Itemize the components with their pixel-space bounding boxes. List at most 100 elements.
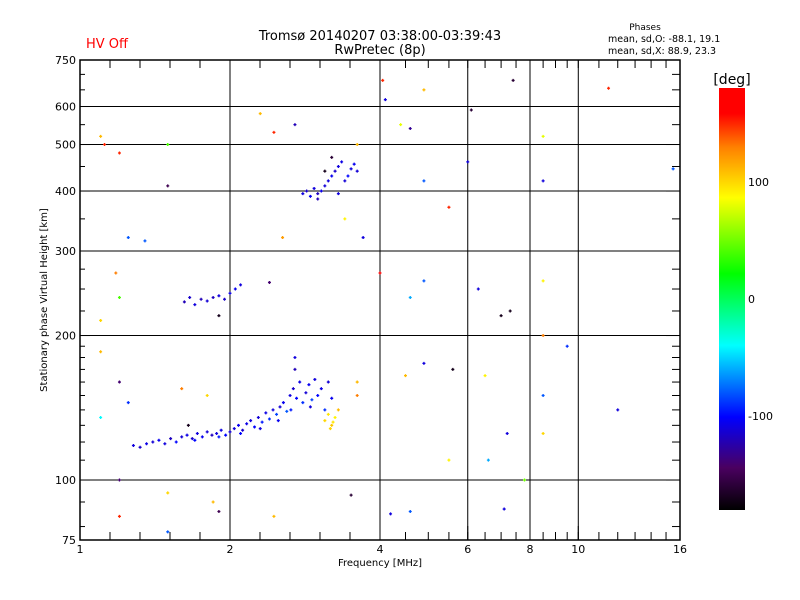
data-point bbox=[469, 108, 473, 112]
data-point bbox=[316, 192, 320, 196]
data-point bbox=[330, 155, 334, 159]
data-point bbox=[316, 197, 320, 201]
data-point bbox=[239, 432, 243, 436]
data-point bbox=[422, 279, 426, 283]
data-point bbox=[447, 458, 451, 462]
data-point bbox=[224, 433, 228, 437]
data-point bbox=[205, 430, 209, 434]
data-point bbox=[671, 167, 675, 171]
data-point bbox=[145, 442, 149, 446]
data-point bbox=[486, 458, 490, 462]
data-point bbox=[157, 438, 161, 442]
data-point bbox=[143, 239, 147, 243]
x-tick-label: 2 bbox=[227, 543, 234, 556]
data-point bbox=[163, 442, 167, 446]
data-point bbox=[188, 296, 192, 300]
data-point bbox=[211, 296, 215, 300]
data-point bbox=[323, 184, 327, 188]
data-point bbox=[281, 236, 285, 240]
data-point bbox=[195, 432, 199, 436]
data-point bbox=[330, 423, 334, 427]
y-tick-label: 400 bbox=[55, 185, 76, 198]
data-point bbox=[323, 419, 327, 423]
data-point bbox=[99, 318, 103, 322]
data-point bbox=[267, 280, 271, 284]
data-point bbox=[308, 194, 312, 198]
data-point bbox=[217, 314, 221, 318]
data-point bbox=[301, 192, 305, 196]
data-point bbox=[200, 435, 204, 439]
data-point bbox=[293, 367, 297, 371]
data-point bbox=[349, 167, 353, 171]
x-tick-label: 8 bbox=[527, 543, 534, 556]
data-point bbox=[245, 422, 249, 426]
y-tick-label: 75 bbox=[62, 534, 76, 547]
colorbar-label: [deg] bbox=[713, 72, 750, 88]
data-point bbox=[616, 408, 620, 412]
data-point bbox=[328, 427, 332, 431]
data-point bbox=[210, 433, 214, 437]
data-point bbox=[166, 184, 170, 188]
data-point bbox=[180, 435, 184, 439]
data-point bbox=[117, 478, 121, 482]
data-point bbox=[205, 394, 209, 398]
data-point bbox=[253, 425, 257, 429]
data-point bbox=[355, 394, 359, 398]
data-point bbox=[117, 514, 121, 518]
data-point bbox=[408, 126, 412, 130]
data-point bbox=[117, 380, 121, 384]
data-point bbox=[99, 415, 103, 419]
x-tick-label: 1 bbox=[77, 543, 84, 556]
data-point bbox=[233, 287, 237, 291]
colorbar bbox=[719, 88, 745, 510]
data-point bbox=[264, 411, 268, 415]
data-point bbox=[502, 507, 506, 511]
data-point bbox=[476, 287, 480, 291]
data-point bbox=[275, 412, 279, 416]
data-point bbox=[312, 186, 316, 190]
data-point bbox=[166, 530, 170, 534]
data-point bbox=[285, 409, 289, 413]
y-tick-label: 500 bbox=[55, 139, 76, 152]
data-point bbox=[117, 296, 121, 300]
data-point bbox=[343, 179, 347, 183]
data-point bbox=[199, 297, 203, 301]
data-point bbox=[193, 303, 197, 307]
data-point bbox=[126, 236, 130, 240]
data-point bbox=[249, 419, 253, 423]
data-point bbox=[541, 279, 545, 283]
data-point bbox=[185, 433, 189, 437]
data-point bbox=[541, 334, 545, 338]
data-point bbox=[483, 374, 487, 378]
data-point bbox=[326, 179, 330, 183]
data-point bbox=[330, 174, 334, 178]
colorbar-tick-label: 0 bbox=[748, 293, 755, 306]
data-point bbox=[308, 405, 312, 409]
data-point bbox=[278, 405, 282, 409]
data-point bbox=[331, 420, 335, 424]
data-point bbox=[323, 169, 327, 173]
data-point bbox=[166, 143, 170, 147]
data-point bbox=[523, 478, 527, 482]
stats-o-line: mean, sd,O: -88.1, 19.1 bbox=[608, 34, 720, 45]
data-point bbox=[336, 164, 340, 168]
data-point bbox=[326, 380, 330, 384]
data-point bbox=[99, 350, 103, 354]
hv-status: HV Off bbox=[86, 37, 128, 52]
data-point bbox=[228, 291, 232, 295]
colorbar-tick-label: 100 bbox=[748, 176, 769, 189]
data-point bbox=[505, 432, 509, 436]
data-point bbox=[260, 420, 264, 424]
data-point bbox=[232, 427, 236, 431]
x-tick-label: 6 bbox=[464, 543, 471, 556]
x-axis-label: Frequency [MHz] bbox=[338, 558, 422, 569]
data-point bbox=[239, 283, 243, 287]
data-point bbox=[352, 162, 356, 166]
data-point bbox=[298, 380, 302, 384]
data-point bbox=[541, 179, 545, 183]
data-point bbox=[330, 396, 334, 400]
data-point bbox=[389, 512, 393, 516]
data-point bbox=[422, 361, 426, 365]
data-point bbox=[355, 169, 359, 173]
